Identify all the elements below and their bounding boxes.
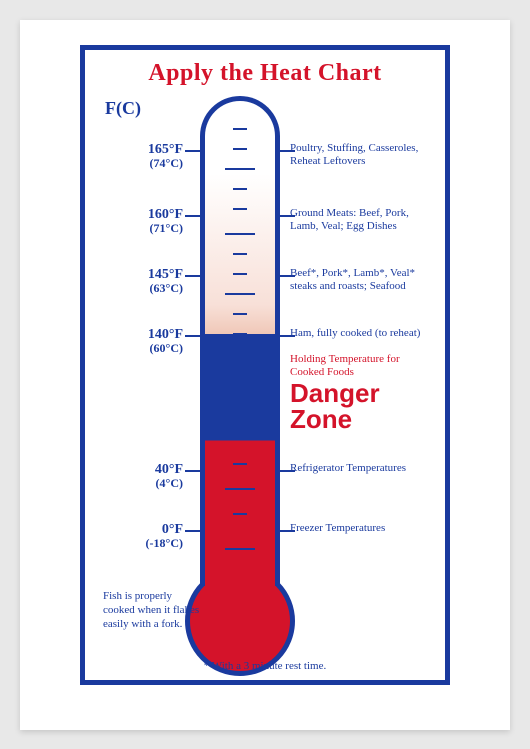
temp-description: Refrigerator Temperatures bbox=[290, 462, 435, 475]
chart-title: Apply the Heat Chart bbox=[85, 60, 445, 87]
rest-time-note: * With a 3 minute rest time. bbox=[85, 660, 445, 672]
tick-mark bbox=[233, 208, 247, 210]
chart-frame: Apply the Heat Chart F(C) 165°F(74°C) Pou… bbox=[80, 45, 450, 685]
temp-label: 140°F(60°C) bbox=[93, 327, 183, 356]
temp-label: 40°F(4°C) bbox=[93, 462, 183, 491]
tick-mark bbox=[225, 548, 255, 550]
tick-line-left bbox=[185, 215, 200, 217]
temp-fahrenheit: 145°F bbox=[148, 267, 183, 282]
temp-description: Beef*, Pork*, Lamb*, Veal* steaks and ro… bbox=[290, 267, 435, 293]
tick-mark bbox=[225, 293, 255, 295]
temp-fahrenheit: 160°F bbox=[148, 207, 183, 222]
temp-description: Freezer Temperatures bbox=[290, 522, 435, 535]
tick-line-left bbox=[185, 275, 200, 277]
tick-line-left bbox=[185, 150, 200, 152]
tick-marks bbox=[225, 114, 255, 574]
temp-description: Poultry, Stuffing, Casseroles, Reheat Le… bbox=[290, 142, 435, 168]
tick-mark bbox=[233, 463, 247, 465]
temp-celsius: (71°C) bbox=[93, 222, 183, 235]
tick-mark bbox=[225, 233, 255, 235]
tick-mark bbox=[233, 188, 247, 190]
temp-description-secondary: Holding Temperature for Cooked Foods bbox=[290, 353, 435, 379]
tick-mark bbox=[225, 488, 255, 490]
temp-celsius: (63°C) bbox=[93, 282, 183, 295]
tick-mark bbox=[225, 353, 255, 355]
temp-label: 160°F(71°C) bbox=[93, 207, 183, 236]
temp-celsius: (4°C) bbox=[93, 477, 183, 490]
temp-description: Ham, fully cooked (to reheat) bbox=[290, 327, 435, 340]
thermometer bbox=[200, 96, 280, 656]
temp-celsius: (60°C) bbox=[93, 342, 183, 355]
tick-mark bbox=[233, 333, 247, 335]
tick-line-left bbox=[185, 530, 200, 532]
temp-label: 0°F(-18°C) bbox=[93, 522, 183, 551]
tick-mark bbox=[233, 408, 247, 410]
tick-line-left bbox=[185, 335, 200, 337]
tick-mark bbox=[233, 148, 247, 150]
unit-header: F(C) bbox=[105, 98, 141, 119]
tick-mark bbox=[233, 253, 247, 255]
temp-fahrenheit: 165°F bbox=[148, 142, 183, 157]
tick-line-left bbox=[185, 470, 200, 472]
temp-label: 145°F(63°C) bbox=[93, 267, 183, 296]
danger-zone-label: DangerZone bbox=[290, 380, 380, 432]
tick-mark bbox=[233, 273, 247, 275]
temp-fahrenheit: 40°F bbox=[155, 462, 183, 477]
page: Apply the Heat Chart F(C) 165°F(74°C) Pou… bbox=[20, 20, 510, 730]
tick-mark bbox=[225, 168, 255, 170]
temp-description: Ground Meats: Beef, Pork, Lamb, Veal; Eg… bbox=[290, 207, 435, 233]
temp-celsius: (74°C) bbox=[93, 157, 183, 170]
tick-mark bbox=[233, 513, 247, 515]
temp-celsius: (-18°C) bbox=[93, 537, 183, 550]
tick-mark bbox=[233, 313, 247, 315]
temp-fahrenheit: 140°F bbox=[148, 327, 183, 342]
tick-mark bbox=[233, 128, 247, 130]
temp-label: 165°F(74°C) bbox=[93, 142, 183, 171]
temp-fahrenheit: 0°F bbox=[162, 522, 183, 537]
fish-note: Fish is properly cooked when it flakes e… bbox=[103, 590, 203, 631]
